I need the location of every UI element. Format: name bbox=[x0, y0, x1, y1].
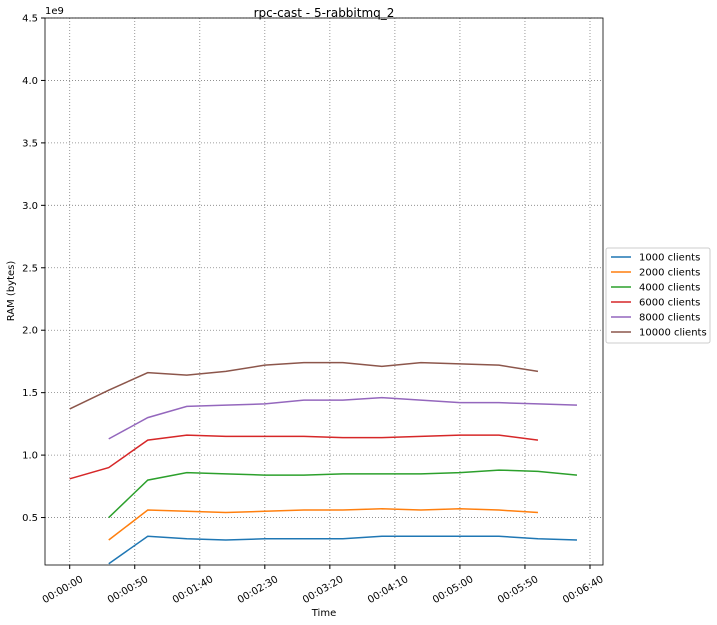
x-tick-label: 00:00:50 bbox=[106, 574, 150, 606]
x-tick-label: 00:05:50 bbox=[496, 574, 540, 606]
series-line bbox=[69, 434, 539, 480]
x-tick-label: 00:02:30 bbox=[236, 574, 280, 606]
legend-label: 2000 clients bbox=[639, 268, 700, 279]
legend-label: 6000 clients bbox=[639, 298, 700, 309]
x-tick-label: 00:03:20 bbox=[301, 574, 345, 606]
legend-label: 4000 clients bbox=[639, 283, 700, 294]
chart-title: rpc-cast - 5-rabbitmq_2 bbox=[254, 6, 395, 20]
series-line bbox=[108, 469, 578, 519]
x-tick-label: 00:06:40 bbox=[561, 574, 605, 606]
legend-box bbox=[605, 247, 711, 344]
y-offset-label: 1e9 bbox=[45, 6, 64, 17]
y-tick-label: 3.0 bbox=[22, 201, 38, 212]
y-tick-label: 0.5 bbox=[22, 513, 38, 524]
series-line bbox=[108, 535, 578, 565]
x-tick-label: 00:04:10 bbox=[366, 574, 410, 606]
y-tick-label: 2.0 bbox=[22, 326, 38, 337]
plot-frame bbox=[44, 17, 604, 566]
y-tick-label: 2.5 bbox=[22, 263, 38, 274]
y-axis-label: RAM (bytes) bbox=[6, 261, 17, 322]
x-tick-label: 00:00:00 bbox=[41, 574, 85, 606]
y-tick-label: 1.5 bbox=[22, 388, 38, 399]
y-tick-label: 4.5 bbox=[22, 14, 38, 25]
series-line bbox=[108, 396, 578, 440]
legend-label: 1000 clients bbox=[639, 253, 700, 264]
x-tick-label: 00:05:00 bbox=[431, 574, 475, 606]
x-tick-label: 00:01:40 bbox=[171, 574, 215, 606]
series-line bbox=[69, 361, 539, 410]
y-tick-label: 4.0 bbox=[22, 76, 38, 87]
legend-label: 8000 clients bbox=[639, 313, 700, 324]
x-axis-label: Time bbox=[311, 608, 336, 619]
y-tick-label: 3.5 bbox=[22, 138, 38, 149]
y-tick-label: 1.0 bbox=[22, 451, 38, 462]
legend-label: 10000 clients bbox=[639, 328, 707, 339]
series-line bbox=[108, 508, 539, 541]
